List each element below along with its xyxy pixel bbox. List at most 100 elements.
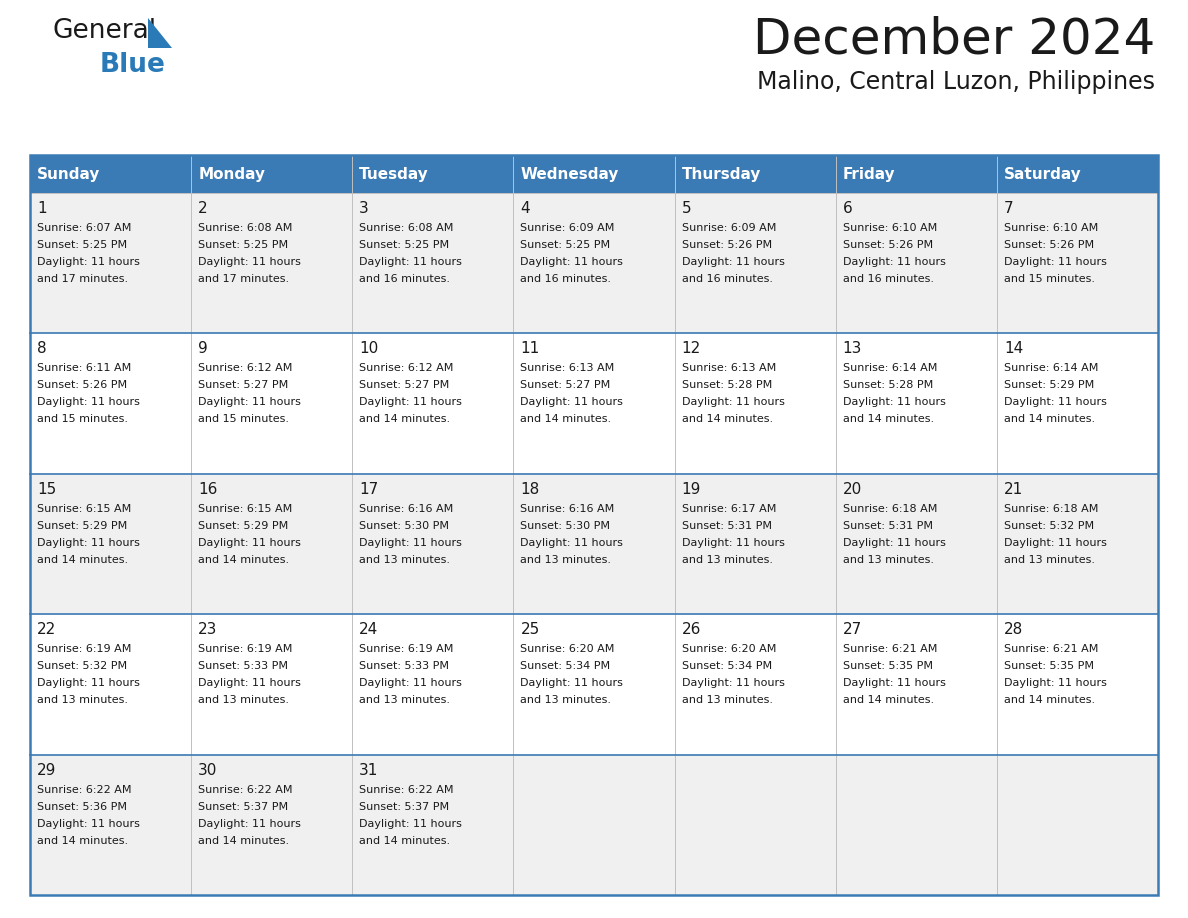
Text: Sunset: 5:30 PM: Sunset: 5:30 PM	[359, 521, 449, 531]
Text: Sunrise: 6:19 AM: Sunrise: 6:19 AM	[37, 644, 132, 655]
Text: 31: 31	[359, 763, 379, 778]
Text: Sunset: 5:33 PM: Sunset: 5:33 PM	[198, 661, 289, 671]
Text: and 13 minutes.: and 13 minutes.	[359, 554, 450, 565]
Text: 16: 16	[198, 482, 217, 497]
Text: Sunset: 5:29 PM: Sunset: 5:29 PM	[1004, 380, 1094, 390]
Bar	[30, 193, 1158, 333]
Text: Sunset: 5:25 PM: Sunset: 5:25 PM	[198, 240, 289, 250]
Polygon shape	[148, 18, 172, 48]
Text: Daylight: 11 hours: Daylight: 11 hours	[682, 538, 784, 548]
Bar	[30, 474, 1158, 614]
Text: 6: 6	[842, 201, 853, 216]
Text: Sunset: 5:25 PM: Sunset: 5:25 PM	[359, 240, 449, 250]
Bar	[30, 155, 191, 193]
Text: Daylight: 11 hours: Daylight: 11 hours	[37, 819, 140, 829]
Bar	[513, 155, 675, 193]
Text: Sunrise: 6:19 AM: Sunrise: 6:19 AM	[198, 644, 292, 655]
Text: 24: 24	[359, 622, 379, 637]
Text: Blue: Blue	[100, 52, 166, 78]
Text: Daylight: 11 hours: Daylight: 11 hours	[37, 678, 140, 688]
Text: Sunrise: 6:13 AM: Sunrise: 6:13 AM	[520, 364, 614, 374]
Text: Sunrise: 6:22 AM: Sunrise: 6:22 AM	[359, 785, 454, 795]
Text: Daylight: 11 hours: Daylight: 11 hours	[1004, 397, 1107, 408]
Text: Sunset: 5:35 PM: Sunset: 5:35 PM	[1004, 661, 1094, 671]
Text: Daylight: 11 hours: Daylight: 11 hours	[520, 257, 624, 267]
Text: 20: 20	[842, 482, 862, 497]
Text: 1: 1	[37, 201, 46, 216]
Text: Sunrise: 6:12 AM: Sunrise: 6:12 AM	[198, 364, 292, 374]
Text: 17: 17	[359, 482, 379, 497]
Bar	[30, 614, 1158, 755]
Text: Sunset: 5:37 PM: Sunset: 5:37 PM	[198, 801, 289, 812]
Text: Sunrise: 6:20 AM: Sunrise: 6:20 AM	[682, 644, 776, 655]
Text: Sunset: 5:29 PM: Sunset: 5:29 PM	[37, 521, 127, 531]
Text: and 14 minutes.: and 14 minutes.	[359, 835, 450, 845]
Text: Daylight: 11 hours: Daylight: 11 hours	[520, 678, 624, 688]
Text: and 13 minutes.: and 13 minutes.	[359, 695, 450, 705]
Text: and 14 minutes.: and 14 minutes.	[520, 414, 612, 424]
Text: 9: 9	[198, 341, 208, 356]
Text: and 14 minutes.: and 14 minutes.	[198, 554, 289, 565]
Text: Sunday: Sunday	[37, 166, 100, 182]
Text: Sunrise: 6:10 AM: Sunrise: 6:10 AM	[842, 223, 937, 233]
Text: and 16 minutes.: and 16 minutes.	[520, 274, 612, 284]
Text: Daylight: 11 hours: Daylight: 11 hours	[682, 397, 784, 408]
Text: Sunset: 5:26 PM: Sunset: 5:26 PM	[1004, 240, 1094, 250]
Text: and 13 minutes.: and 13 minutes.	[520, 554, 612, 565]
Text: Sunrise: 6:17 AM: Sunrise: 6:17 AM	[682, 504, 776, 514]
Text: Sunset: 5:29 PM: Sunset: 5:29 PM	[198, 521, 289, 531]
Text: 26: 26	[682, 622, 701, 637]
Text: Sunset: 5:37 PM: Sunset: 5:37 PM	[359, 801, 449, 812]
Text: 2: 2	[198, 201, 208, 216]
Text: and 16 minutes.: and 16 minutes.	[842, 274, 934, 284]
Text: Tuesday: Tuesday	[359, 166, 429, 182]
Text: and 13 minutes.: and 13 minutes.	[1004, 554, 1095, 565]
Text: Daylight: 11 hours: Daylight: 11 hours	[1004, 678, 1107, 688]
Text: 5: 5	[682, 201, 691, 216]
Text: Daylight: 11 hours: Daylight: 11 hours	[198, 257, 301, 267]
Text: Sunset: 5:31 PM: Sunset: 5:31 PM	[682, 521, 771, 531]
Text: Sunset: 5:26 PM: Sunset: 5:26 PM	[37, 380, 127, 390]
Text: Sunset: 5:27 PM: Sunset: 5:27 PM	[359, 380, 449, 390]
Text: 8: 8	[37, 341, 46, 356]
Text: 4: 4	[520, 201, 530, 216]
Text: Sunrise: 6:11 AM: Sunrise: 6:11 AM	[37, 364, 131, 374]
Text: Daylight: 11 hours: Daylight: 11 hours	[37, 397, 140, 408]
Text: 13: 13	[842, 341, 862, 356]
Text: 18: 18	[520, 482, 539, 497]
Text: Sunrise: 6:15 AM: Sunrise: 6:15 AM	[37, 504, 131, 514]
Text: Daylight: 11 hours: Daylight: 11 hours	[682, 257, 784, 267]
Text: Daylight: 11 hours: Daylight: 11 hours	[520, 397, 624, 408]
Text: Sunset: 5:35 PM: Sunset: 5:35 PM	[842, 661, 933, 671]
Text: Sunset: 5:34 PM: Sunset: 5:34 PM	[520, 661, 611, 671]
Text: and 15 minutes.: and 15 minutes.	[1004, 274, 1095, 284]
Text: Sunset: 5:28 PM: Sunset: 5:28 PM	[682, 380, 772, 390]
Text: and 14 minutes.: and 14 minutes.	[842, 695, 934, 705]
Text: Sunrise: 6:21 AM: Sunrise: 6:21 AM	[1004, 644, 1098, 655]
Text: Daylight: 11 hours: Daylight: 11 hours	[842, 538, 946, 548]
Text: Daylight: 11 hours: Daylight: 11 hours	[198, 819, 301, 829]
Text: 30: 30	[198, 763, 217, 778]
Bar	[675, 155, 835, 193]
Bar	[30, 155, 1158, 895]
Text: Sunset: 5:25 PM: Sunset: 5:25 PM	[520, 240, 611, 250]
Text: Daylight: 11 hours: Daylight: 11 hours	[842, 257, 946, 267]
Text: Daylight: 11 hours: Daylight: 11 hours	[682, 678, 784, 688]
Text: and 13 minutes.: and 13 minutes.	[842, 554, 934, 565]
Text: Daylight: 11 hours: Daylight: 11 hours	[359, 538, 462, 548]
Text: Sunset: 5:31 PM: Sunset: 5:31 PM	[842, 521, 933, 531]
Text: Sunset: 5:34 PM: Sunset: 5:34 PM	[682, 661, 772, 671]
Text: and 14 minutes.: and 14 minutes.	[682, 414, 772, 424]
Text: and 15 minutes.: and 15 minutes.	[37, 414, 128, 424]
Text: Daylight: 11 hours: Daylight: 11 hours	[198, 538, 301, 548]
Text: and 14 minutes.: and 14 minutes.	[1004, 695, 1095, 705]
Text: Wednesday: Wednesday	[520, 166, 619, 182]
Text: and 13 minutes.: and 13 minutes.	[520, 695, 612, 705]
Text: Malino, Central Luzon, Philippines: Malino, Central Luzon, Philippines	[757, 70, 1155, 94]
Text: 22: 22	[37, 622, 56, 637]
Text: Sunrise: 6:09 AM: Sunrise: 6:09 AM	[520, 223, 615, 233]
Text: and 16 minutes.: and 16 minutes.	[682, 274, 772, 284]
Text: and 14 minutes.: and 14 minutes.	[37, 835, 128, 845]
Text: Sunset: 5:25 PM: Sunset: 5:25 PM	[37, 240, 127, 250]
Text: and 17 minutes.: and 17 minutes.	[37, 274, 128, 284]
